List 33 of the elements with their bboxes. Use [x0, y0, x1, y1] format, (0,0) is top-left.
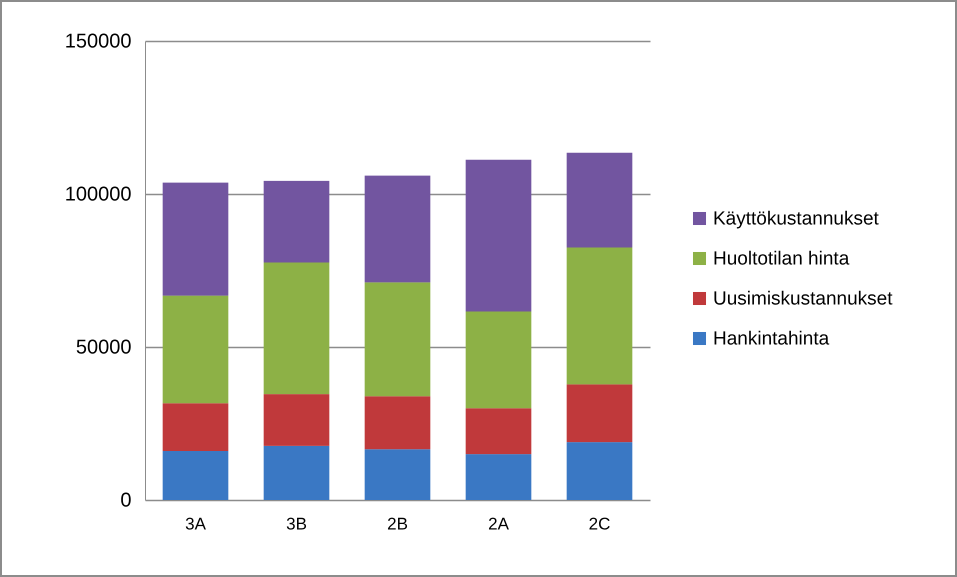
x-tick-label: 3B	[286, 514, 307, 534]
y-tick-label: 100000	[64, 184, 132, 206]
x-tick-label: 3A	[185, 514, 207, 534]
bar	[364, 396, 430, 450]
bar	[264, 446, 330, 500]
bar	[162, 182, 228, 296]
bar	[264, 394, 330, 446]
bar	[566, 248, 632, 384]
bar	[566, 442, 632, 500]
legend-label: Huoltotilan hinta	[713, 248, 850, 270]
y-tick-label: 150000	[64, 30, 132, 52]
bar	[566, 152, 632, 248]
bar	[566, 384, 632, 442]
bar	[264, 262, 330, 394]
bar	[466, 454, 532, 500]
legend-label: Käyttökustannukset	[713, 208, 880, 230]
bar	[364, 449, 430, 500]
y-tick-label: 50000	[76, 336, 132, 358]
bar	[466, 160, 532, 312]
legend-label: Hankintahinta	[713, 328, 830, 350]
x-tick-label: 2C	[588, 514, 610, 534]
x-tick-label: 2B	[387, 514, 408, 534]
bar	[264, 180, 330, 263]
bar	[466, 312, 532, 408]
x-tick-label: 2A	[488, 514, 510, 534]
legend-label: Uusimiskustannukset	[713, 288, 894, 310]
bar	[466, 408, 532, 454]
bar	[364, 282, 430, 396]
y-tick-label: 0	[120, 490, 132, 512]
bar	[364, 176, 430, 282]
bar	[162, 296, 228, 404]
bar	[162, 403, 228, 452]
bar	[162, 451, 228, 500]
